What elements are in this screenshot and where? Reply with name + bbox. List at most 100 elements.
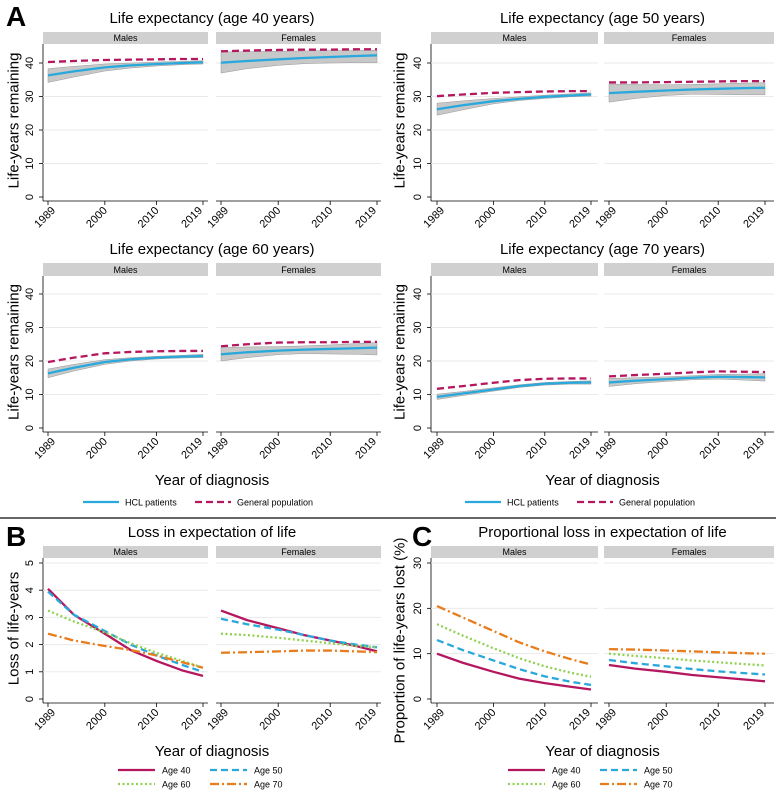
x-tick-label: 2019 — [179, 707, 205, 733]
facet-label: Males — [113, 547, 138, 557]
x-tick-label: 2000 — [473, 436, 499, 462]
x-tick-label: 2010 — [698, 707, 724, 733]
y-tick-label: 0 — [24, 696, 36, 702]
series-line-general-population — [47, 349, 203, 364]
panel-letter-c: C — [412, 521, 432, 552]
chart-title: Life expectancy (age 70 years) — [500, 241, 705, 258]
series-line-general-population — [608, 370, 766, 378]
y-tick-label: 3 — [24, 614, 36, 620]
y-tick-label: 20 — [24, 124, 36, 136]
legend-label: General population — [619, 498, 695, 508]
x-tick-label: 2010 — [524, 205, 550, 231]
x-tick-label: 2019 — [567, 707, 593, 733]
facet-strip — [43, 263, 208, 276]
y-axis-label: Loss of life-years — [6, 572, 23, 685]
facet-strip — [604, 546, 774, 558]
series-line-hcl-patients — [436, 381, 592, 398]
x-tick-label: 2010 — [524, 436, 550, 462]
x-tick-label: 2019 — [353, 436, 379, 462]
y-tick-label: 20 — [412, 602, 424, 614]
x-tick-label: 1989 — [205, 436, 231, 462]
facet-label: Males — [113, 265, 138, 275]
x-tick-label: 2000 — [646, 707, 672, 733]
y-tick-label: 0 — [24, 425, 36, 431]
facet-label: Females — [281, 265, 316, 275]
chart-title: Life expectancy (age 60 years) — [109, 241, 314, 258]
facet-label: Males — [502, 33, 527, 43]
x-tick-label: 2000 — [473, 707, 499, 733]
facet-strip — [43, 546, 208, 558]
x-axis-label: Year of diagnosis — [155, 743, 270, 760]
y-tick-label: 0 — [412, 425, 424, 431]
legend-label: Age 70 — [254, 780, 283, 790]
y-axis-label: Life-years remaining — [6, 284, 23, 420]
chart-panel: Life expectancy (age 70 years) Life-years… — [392, 241, 774, 489]
series-line-age-70 — [47, 632, 204, 669]
x-tick-label: 2000 — [473, 205, 499, 231]
legend-label: HCL patients — [507, 498, 559, 508]
series-line-age-50 — [608, 658, 766, 676]
facet-label: Males — [502, 547, 527, 557]
y-axis-label: Proportion of life-years lost (%) — [392, 538, 409, 744]
y-tick-label: 10 — [412, 648, 424, 660]
series-line-age-50 — [220, 617, 378, 649]
y-tick-label: 5 — [24, 560, 36, 566]
chart-panel: Life expectancy (age 60 years) Life-years… — [6, 241, 381, 489]
legend-label: Age 40 — [162, 766, 191, 776]
x-tick-label: 1989 — [421, 436, 447, 462]
x-tick-label: 2000 — [84, 707, 110, 733]
y-tick-label: 40 — [412, 288, 424, 300]
facet-strip — [431, 32, 598, 44]
series-line-age-40 — [608, 663, 766, 683]
y-tick-label: 30 — [412, 557, 424, 569]
facet-label: Females — [672, 265, 707, 275]
x-tick-label: 1989 — [32, 205, 58, 231]
series-line-general-population — [47, 57, 203, 64]
x-tick-label: 2010 — [524, 707, 550, 733]
facet-strip — [216, 263, 381, 276]
y-tick-label: 20 — [412, 124, 424, 136]
facet-strip — [431, 546, 598, 558]
series-line-age-60 — [47, 609, 204, 669]
series-line-age-60 — [608, 652, 766, 667]
series-line-general-population — [220, 340, 377, 348]
x-tick-label: 1989 — [421, 707, 447, 733]
series-line-age-40 — [47, 588, 204, 677]
chart-panel: Life expectancy (age 40 years) Life-years… — [6, 10, 381, 231]
legend: Age 40 Age 50 Age 60 Age 70 — [508, 766, 673, 790]
y-tick-label: 10 — [412, 157, 424, 169]
series-line-hcl-patients — [436, 93, 592, 111]
series-line-age-40 — [436, 652, 592, 691]
series-line-general-population — [436, 377, 591, 390]
series-line-age-60 — [436, 623, 592, 678]
x-tick-label: 2010 — [136, 205, 162, 231]
y-tick-label: 40 — [412, 57, 424, 69]
chart-panel: Loss in expectation of life Loss of life-… — [6, 524, 381, 760]
y-tick-label: 30 — [412, 90, 424, 102]
legend-label: Age 50 — [644, 766, 673, 776]
x-tick-label: 1989 — [205, 707, 231, 733]
y-axis-label: Life-years remaining — [392, 53, 409, 189]
x-tick-label: 2019 — [353, 707, 379, 733]
x-tick-label: 2010 — [310, 707, 336, 733]
x-tick-label: 2000 — [258, 436, 284, 462]
y-tick-label: 30 — [24, 90, 36, 102]
x-tick-label: 2019 — [567, 205, 593, 231]
series-line-age-70 — [608, 647, 766, 655]
x-tick-label: 2010 — [698, 436, 724, 462]
legend-label: Age 40 — [552, 766, 581, 776]
series-line-hcl-patients — [47, 354, 204, 375]
series-line-age-70 — [436, 605, 592, 666]
y-tick-label: 20 — [24, 355, 36, 367]
legend: HCL patients General population — [83, 498, 313, 508]
x-axis-label: Year of diagnosis — [155, 472, 270, 489]
y-tick-label: 20 — [412, 355, 424, 367]
x-tick-label: 1989 — [205, 205, 231, 231]
legend: HCL patients General population — [465, 498, 695, 508]
x-tick-label: 2019 — [741, 205, 767, 231]
series-line-hcl-patients — [47, 61, 204, 77]
x-axis-label: Year of diagnosis — [545, 472, 660, 489]
panel-letter-a: A — [6, 1, 26, 32]
y-tick-label: 1 — [24, 669, 36, 675]
